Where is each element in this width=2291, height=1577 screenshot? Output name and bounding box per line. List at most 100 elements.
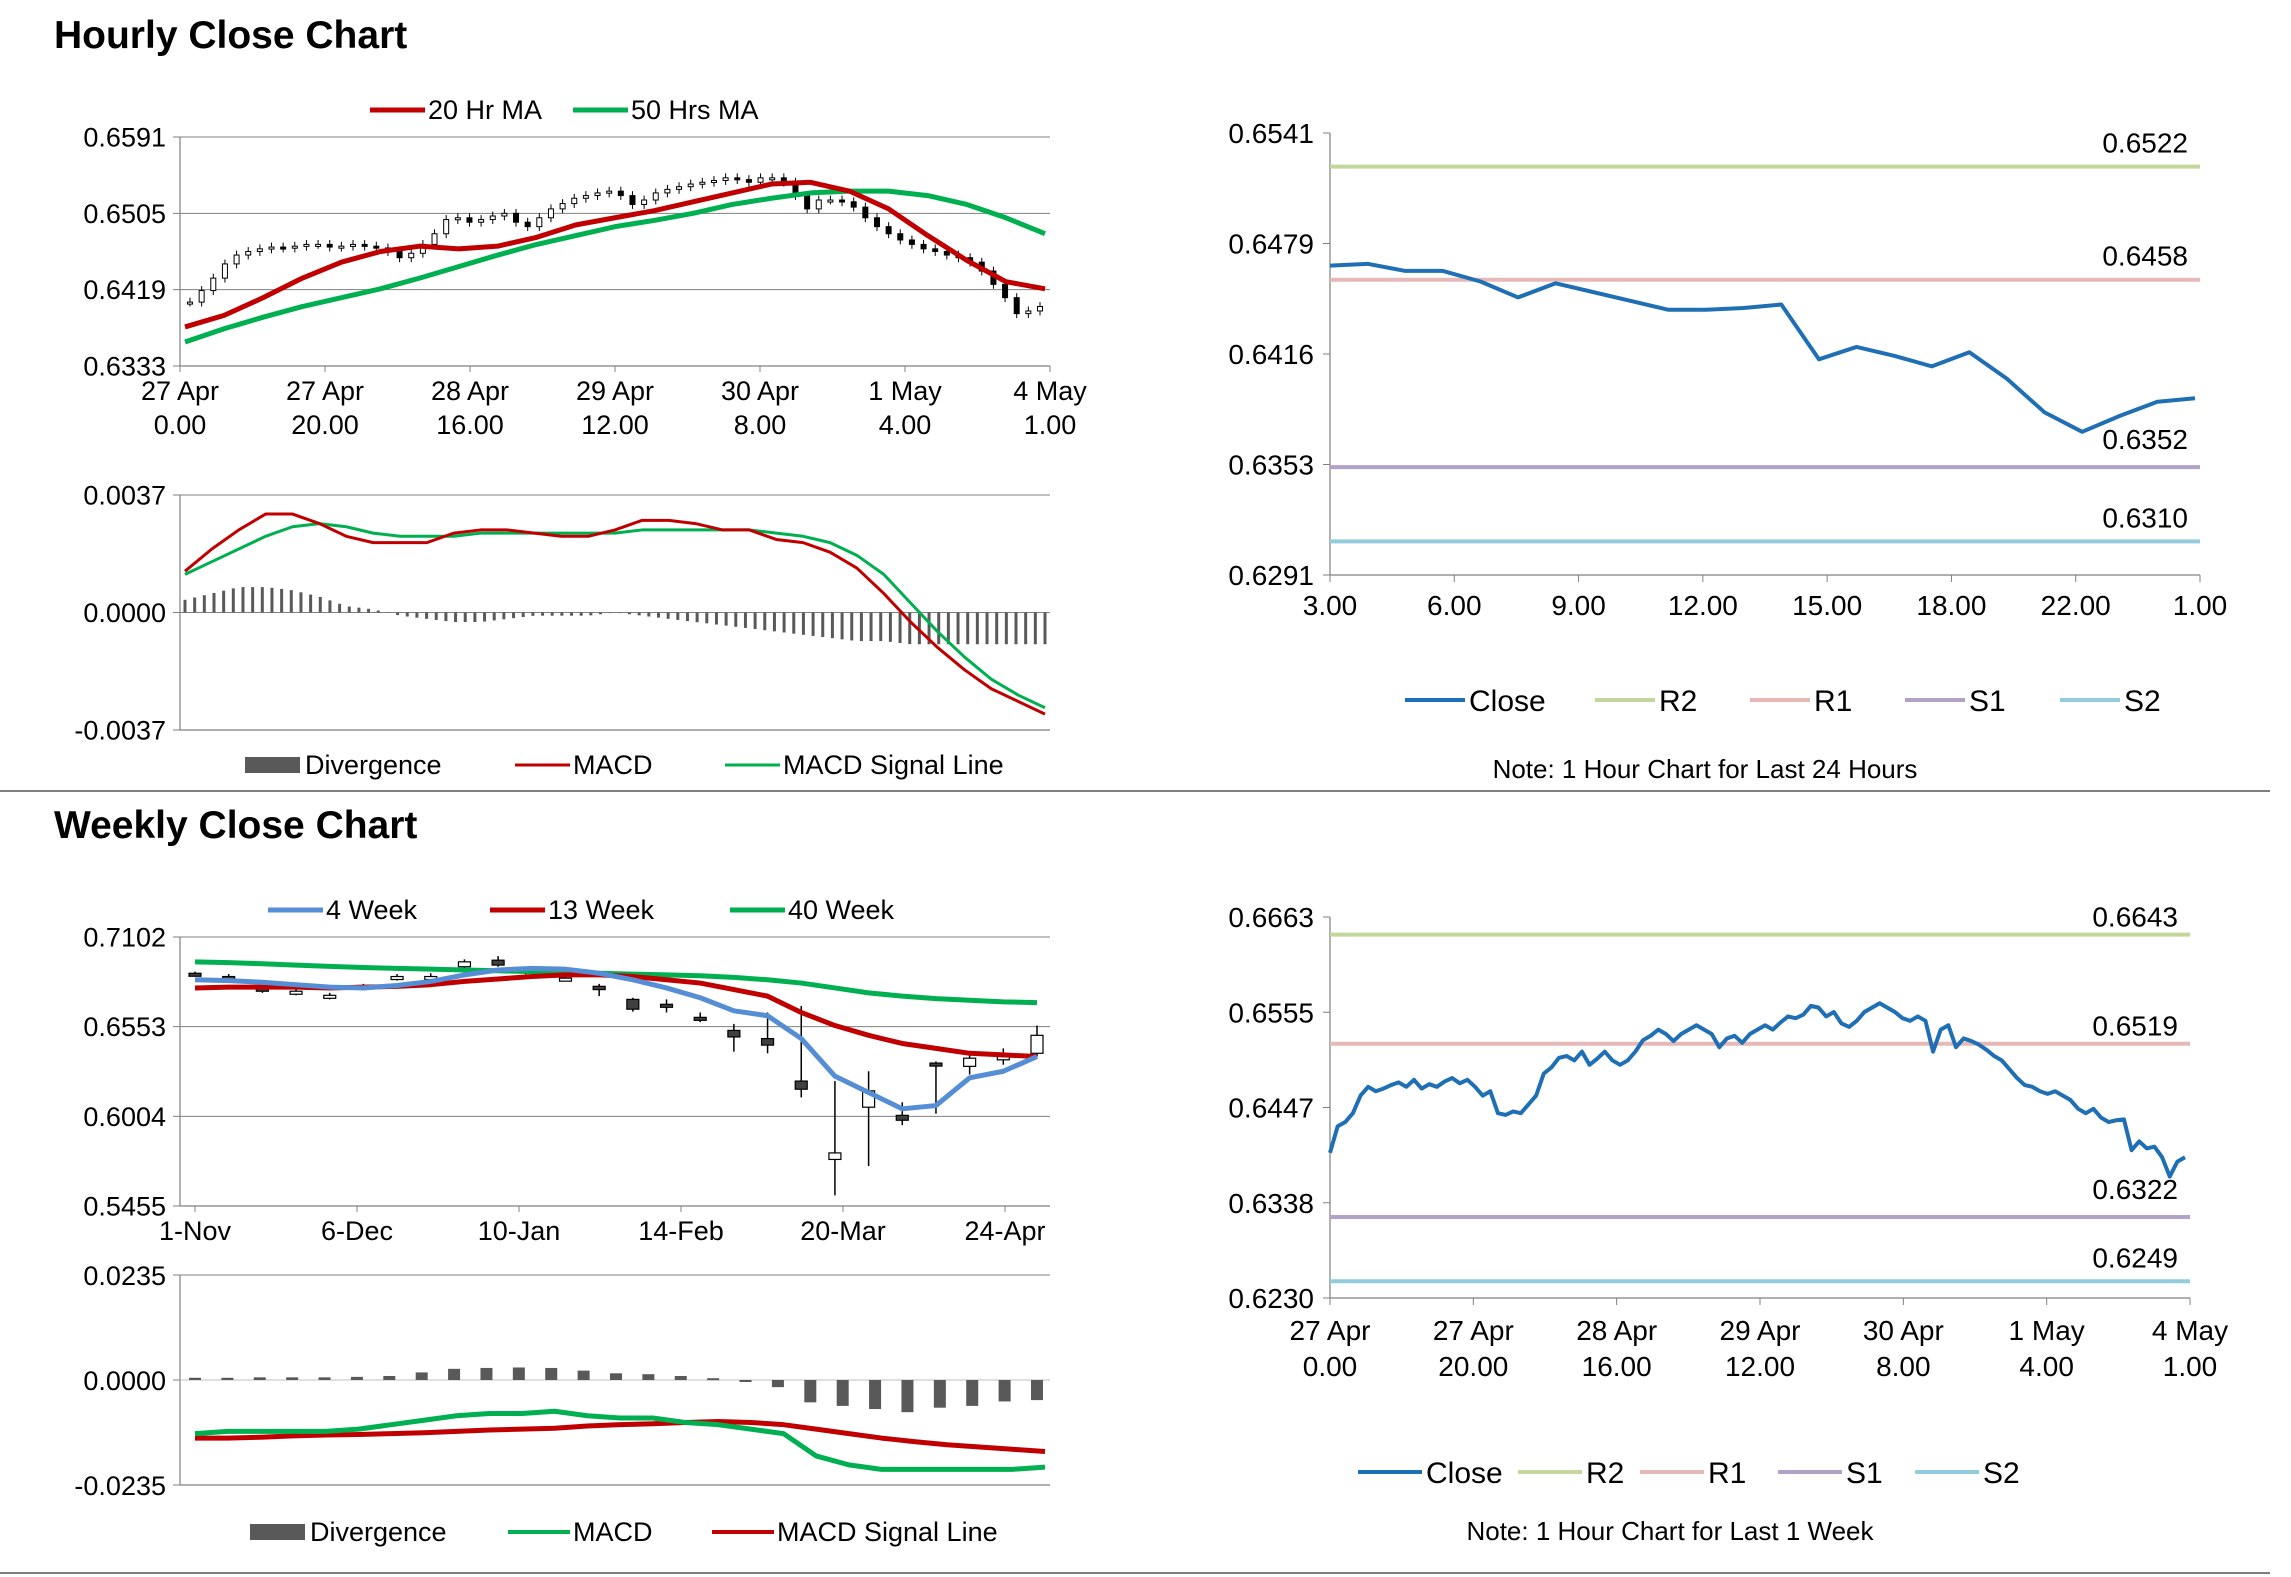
hourly-candle-body <box>908 239 915 245</box>
hourly-candle-body <box>652 192 659 201</box>
hourly-candle-body <box>769 177 776 181</box>
weekly-1w-note: Note: 1 Hour Chart for Last 1 Week <box>1466 1516 1874 1546</box>
hourly-candle-body <box>1002 283 1009 299</box>
hourly-24h-ytick-label: 0.6291 <box>1228 560 1314 591</box>
weekly-divergence-bar <box>1031 1380 1043 1401</box>
hourly-candle-body <box>524 221 531 228</box>
weekly-divergence-bar <box>512 1367 525 1380</box>
hourly-candle-body <box>885 226 892 235</box>
weekly-signal-legend-label: MACD Signal Line <box>777 1517 998 1547</box>
hourly-24h-xtick-label: 12.00 <box>1668 590 1738 621</box>
weekly-macd-ytick-label: -0.0235 <box>74 1471 166 1501</box>
hourly-candles-xtick-label: 1 May <box>868 376 942 406</box>
hourly-candle-body <box>932 248 939 252</box>
hourly-candle-body <box>338 245 345 249</box>
weekly-candle-body <box>693 1016 707 1021</box>
weekly-1w-level-label-s2: 0.6249 <box>2092 1242 2178 1273</box>
hourly-candles-xtick-label: 0.00 <box>154 410 207 440</box>
weekly-1w-ytick-label: 0.6663 <box>1228 902 1314 933</box>
weekly-candle-body <box>626 998 640 1010</box>
weekly-macd-ytick-label: 0.0235 <box>83 1261 166 1291</box>
weekly-divergence-bar <box>415 1372 428 1380</box>
hourly-24h-ytick-label: 0.6416 <box>1228 339 1314 370</box>
weekly-1w-ytick-label: 0.6447 <box>1228 1093 1314 1124</box>
hourly-24h-legend-label: S1 <box>1969 685 2006 718</box>
weekly-divergence-bar <box>318 1377 331 1380</box>
weekly-1w-xtick-label: 0.00 <box>1303 1351 1358 1382</box>
weekly-1w-legend-label: R1 <box>1708 1457 1746 1490</box>
weekly-1w-legend-label: R2 <box>1586 1457 1624 1490</box>
hourly-candle-body <box>629 195 636 205</box>
hourly-candle-body <box>187 301 193 305</box>
weekly-candle-body <box>929 1062 943 1067</box>
hourly-candle-body <box>897 233 904 241</box>
weekly-divergence-bar <box>674 1375 687 1380</box>
hourly-ma20-line <box>184 179 1046 330</box>
weekly-1w-xtick-label: 16.00 <box>1582 1351 1652 1382</box>
hourly-candle-body <box>745 179 752 183</box>
hourly-macd-ytick-label: 0.0037 <box>83 480 166 510</box>
hourly-24h-level-label-r2: 0.6522 <box>2102 128 2188 159</box>
hourly-candle-body <box>1037 306 1043 312</box>
hourly-24h-level-label-s1: 0.6352 <box>2102 424 2188 455</box>
hourly-divergence-legend-label: Divergence <box>305 750 442 780</box>
hourly-24h-ytick-label: 0.6479 <box>1228 229 1314 260</box>
hourly-candles-xtick-label: 20.00 <box>291 410 359 440</box>
hourly-macd-signal-line <box>184 522 1046 710</box>
weekly-candle-body <box>289 990 303 995</box>
weekly-candle-body <box>963 1057 977 1067</box>
weekly-candle-body <box>727 1029 741 1038</box>
hourly-candle-body <box>559 203 566 210</box>
weekly-1w-level-label-s1: 0.6322 <box>2092 1174 2178 1205</box>
weekly-candles-xtick-label: 6-Dec <box>321 1216 393 1246</box>
weekly-divergence-bar <box>189 1377 201 1380</box>
weekly-1w-xtick-label: 30 Apr <box>1863 1315 1944 1346</box>
weekly-divergence-bar <box>771 1380 784 1388</box>
hourly-candles-ytick-label: 0.6505 <box>83 199 166 229</box>
hourly-candles-xtick-label: 30 Apr <box>721 376 799 406</box>
weekly-40w-line <box>194 959 1038 1006</box>
weekly-candles-ytick-label: 0.5455 <box>83 1191 166 1221</box>
weekly-candle-body <box>558 977 573 982</box>
weekly-candles-xtick-label: 1-Nov <box>159 1216 232 1246</box>
hourly-24h-xtick-label: 9.00 <box>1551 590 1606 621</box>
hourly-candle-body <box>943 251 950 256</box>
weekly-candle-body <box>390 975 404 981</box>
hourly-candle-body <box>815 199 822 210</box>
weekly-divergence-bar <box>610 1373 622 1380</box>
hourly-candle-body <box>396 251 403 259</box>
hourly-candle-body <box>536 217 543 228</box>
hourly-candle-body <box>350 243 357 247</box>
weekly-divergence-bar <box>642 1374 655 1380</box>
hourly-candle-body <box>210 277 217 292</box>
weekly-candle-body <box>828 1152 842 1161</box>
hourly-candle-body <box>594 192 601 197</box>
hourly-24h-ytick-label: 0.6353 <box>1228 450 1314 481</box>
weekly-candle-body <box>760 1037 775 1046</box>
hourly-candles-ytick-label: 0.6333 <box>83 351 166 381</box>
weekly-1w-xtick-label: 8.00 <box>1876 1351 1931 1382</box>
hourly-candle-body <box>489 215 496 221</box>
hourly-candle-body <box>315 243 322 247</box>
weekly-divergence-bar <box>804 1380 817 1403</box>
hourly-candles-xtick-label: 16.00 <box>436 410 504 440</box>
hourly-candle-body <box>757 177 764 183</box>
weekly-divergence-bar <box>286 1377 299 1380</box>
weekly-divergence-legend-swatch <box>250 1524 305 1540</box>
weekly-section-title: Weekly Close Chart <box>54 804 418 847</box>
hourly-candle-body <box>839 199 846 203</box>
weekly-divergence-bar <box>869 1380 882 1410</box>
weekly-1w-level-label-r1: 0.6519 <box>2092 1011 2178 1042</box>
weekly-macd-legend-label: MACD <box>573 1517 653 1547</box>
weekly-divergence-bar <box>933 1380 946 1408</box>
hourly-24h-note: Note: 1 Hour Chart for Last 24 Hours <box>1493 754 1918 784</box>
weekly-1w-xtick-label: 4.00 <box>2019 1351 2074 1382</box>
weekly-divergence-bar <box>545 1367 558 1380</box>
hourly-candles-xtick-label: 4.00 <box>879 410 932 440</box>
hourly-candle-body <box>431 233 438 245</box>
hourly-candle-body <box>710 179 717 183</box>
weekly-divergence-legend-label: Divergence <box>310 1517 447 1547</box>
weekly-1w-xtick-label: 29 Apr <box>1720 1315 1801 1346</box>
weekly-1w-ytick-label: 0.6230 <box>1228 1283 1314 1314</box>
